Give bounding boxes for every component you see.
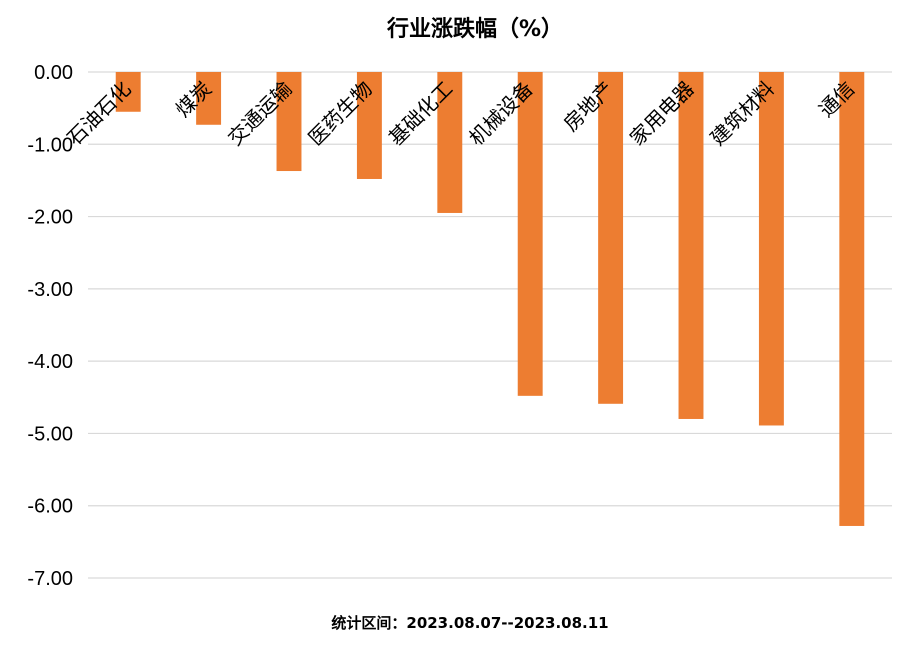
y-tick-label: -7.00 bbox=[27, 568, 73, 590]
y-axis-ticks: 0.00 -1.00 -2.00 -3.00 -4.00 -5.00 -6.00 -7.00 bbox=[27, 62, 73, 590]
bar bbox=[758, 72, 784, 426]
bars bbox=[115, 72, 865, 526]
bar bbox=[517, 72, 543, 396]
y-tick-label: 0.00 bbox=[34, 62, 73, 84]
bar bbox=[598, 72, 624, 404]
bar bbox=[839, 72, 865, 526]
y-tick-label: -1.00 bbox=[27, 134, 73, 156]
y-tick-label: -2.00 bbox=[27, 207, 73, 229]
bar bbox=[276, 72, 302, 172]
bar bbox=[678, 72, 704, 419]
bar bbox=[115, 72, 141, 112]
y-tick-label: -6.00 bbox=[27, 496, 73, 518]
y-tick-label: -5.00 bbox=[27, 423, 73, 445]
grid-lines bbox=[88, 71, 892, 579]
x-tick-label: 石油石化 bbox=[62, 77, 136, 151]
bar bbox=[356, 72, 382, 179]
bar bbox=[437, 72, 463, 213]
footnote: 统计区间：2023.08.07--2023.08.11 bbox=[331, 614, 608, 632]
bar bbox=[196, 72, 222, 125]
y-tick-label: -4.00 bbox=[27, 351, 73, 373]
y-tick-label: -3.00 bbox=[27, 279, 73, 301]
chart-title: 行业涨跌幅（%） bbox=[386, 16, 563, 42]
